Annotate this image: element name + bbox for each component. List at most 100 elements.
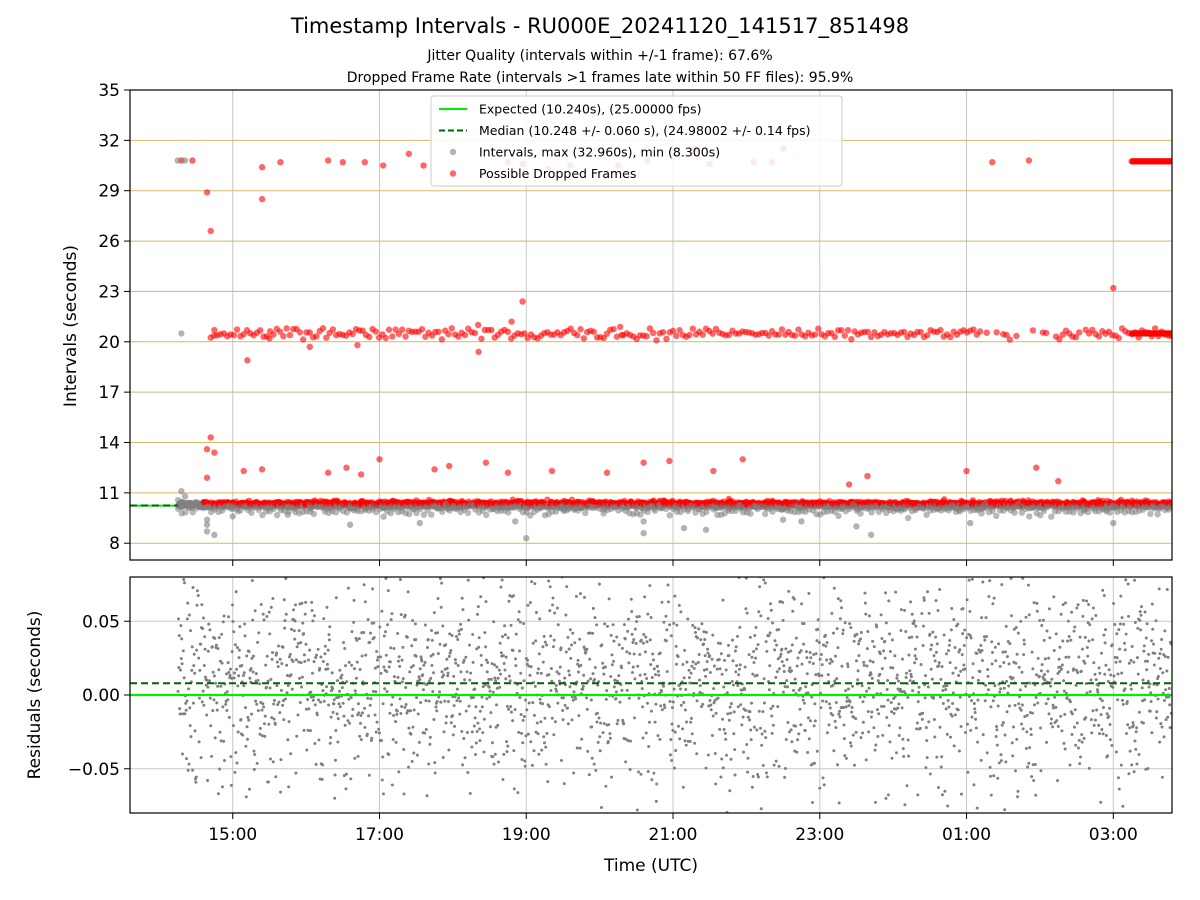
residual-point [554,684,558,688]
residual-point [227,670,231,674]
residual-point [375,720,379,724]
residual-point [230,650,234,654]
residual-point [512,787,516,791]
residual-point [216,792,220,796]
residual-point [412,708,416,712]
residual-point [246,715,250,719]
dropped-frame-point [844,327,852,334]
top-ytick-label: 8 [109,534,120,554]
residual-point [318,666,322,670]
residual-point [280,662,284,666]
dropped-frame-point [296,329,304,336]
residual-point [279,790,283,794]
interval-point [1110,519,1117,527]
dropped-frame-point [366,333,373,341]
residual-point [234,590,238,594]
residual-point [310,600,314,604]
residual-point [423,660,427,664]
residual-point [327,633,331,637]
residual-point [532,713,536,717]
interval-point [640,518,647,525]
interval-point [919,505,927,512]
residual-point [272,717,276,721]
residual-point [543,741,547,745]
residual-point [243,706,247,710]
residual-point [526,732,530,736]
dropped-frame-point [354,341,361,349]
residual-point [447,654,451,658]
dropped-frame-point [376,456,383,463]
dropped-frame-point [577,326,584,333]
residual-point [535,721,539,725]
residual-point [226,698,230,702]
residual-point [470,745,474,749]
residual-point [206,685,210,689]
residual-point [263,714,267,718]
residual-point [397,655,401,659]
residual-point [301,621,305,625]
residual-point [352,667,356,671]
dropped-frame-point [306,343,313,351]
top-scatter [174,145,1172,542]
residual-point [306,844,309,847]
dropped-frame-point [610,325,617,333]
interval-point [1106,509,1114,516]
residual-point [342,641,346,645]
dropped-frame-point [1075,329,1083,336]
residual-point [557,672,561,676]
residual-point [300,601,304,605]
residual-point [461,763,465,767]
residual-point [229,783,233,787]
dropped-frame-point [848,336,855,343]
residual-point [471,632,475,636]
residual-point [460,596,464,600]
residual-point [360,654,364,658]
residual-point [281,645,285,649]
dropped-frame-point [211,326,218,334]
residual-point [343,647,347,651]
residual-point [181,752,185,756]
residual-point [236,684,240,688]
residual-point [354,676,358,680]
dropped-frame-point [399,326,406,333]
residual-point [433,771,437,775]
residual-point [211,670,215,674]
x-tick-label: 01:00 [942,825,991,845]
residual-point [544,762,548,766]
residual-point [237,656,241,660]
dropped-frame-point [324,157,332,164]
residual-point [245,725,249,729]
residual-point [380,778,384,782]
residual-point [308,648,312,652]
residual-point [504,677,508,681]
residual-point [405,635,409,639]
interval-point [380,513,387,520]
residual-point [363,725,367,729]
interval-point [1048,513,1055,520]
residual-point [447,748,451,752]
residual-point [445,666,449,670]
residual-point [325,685,329,689]
residual-point [491,755,495,759]
interval-point [978,510,985,517]
residual-point [235,761,239,765]
residual-point [294,771,298,775]
dropped-frame-point [482,459,490,466]
residual-point [456,663,460,667]
residual-point [247,787,251,791]
residual-point [400,680,404,684]
dropped-frame-point [286,331,294,339]
residual-point [423,731,427,735]
interval-point [868,509,875,516]
residual-point [518,649,522,653]
residual-point [533,582,537,586]
residual-point [353,756,357,760]
residual-point [538,697,542,701]
residual-point [193,729,197,733]
residual-point [489,677,493,681]
residual-point [251,670,255,674]
residual-point [267,610,271,614]
residual-point [479,595,483,599]
dropped-frame-point [461,331,469,339]
